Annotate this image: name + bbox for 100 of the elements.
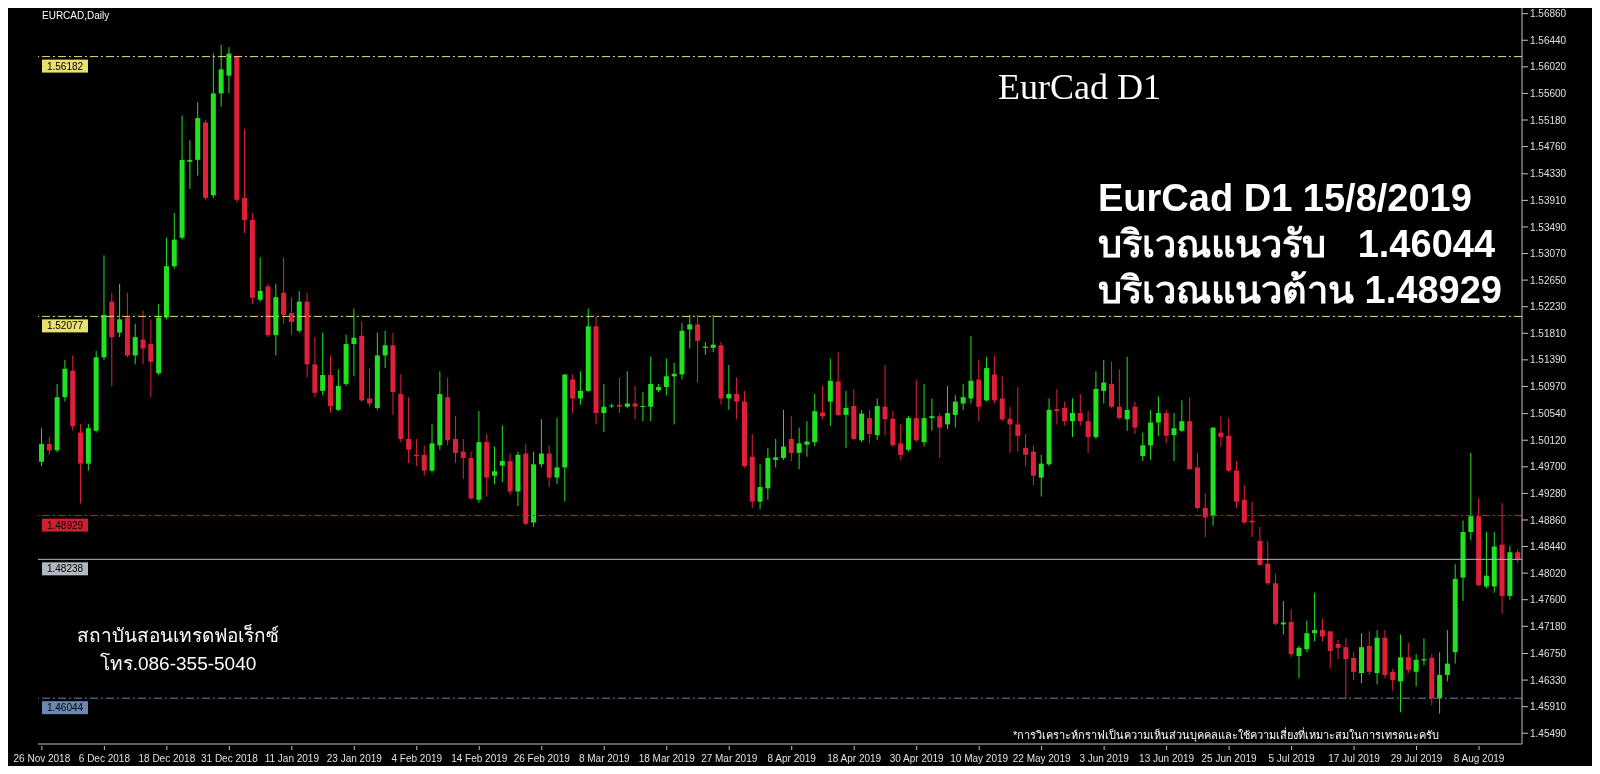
candlestick bbox=[960, 383, 966, 411]
x-tick-label: 31 Dec 2018 bbox=[201, 753, 259, 764]
x-tick-label: 4 Feb 2019 bbox=[391, 753, 443, 764]
y-tick-label: 1.54330 bbox=[1530, 168, 1567, 180]
candlestick bbox=[1132, 401, 1138, 435]
candlestick bbox=[1335, 639, 1341, 660]
candlestick bbox=[406, 396, 412, 464]
candlestick bbox=[663, 358, 669, 396]
candlestick bbox=[1312, 592, 1318, 642]
candlestick bbox=[320, 332, 326, 396]
candlestick bbox=[460, 438, 466, 480]
x-tick-label: 18 Apr 2019 bbox=[827, 753, 882, 764]
y-tick-label: 1.48020 bbox=[1530, 567, 1567, 579]
candlestick bbox=[132, 323, 138, 365]
candlestick bbox=[367, 367, 373, 408]
x-tick-label: 23 Jan 2019 bbox=[326, 753, 383, 764]
candlestick bbox=[577, 370, 583, 406]
candlestick bbox=[257, 256, 263, 303]
y-tick-label: 1.47600 bbox=[1530, 594, 1567, 606]
candlestick bbox=[773, 438, 779, 468]
candlestick bbox=[148, 318, 154, 398]
y-tick-label: 1.48860 bbox=[1530, 514, 1567, 526]
candlestick bbox=[281, 256, 287, 325]
candlestick bbox=[1296, 645, 1302, 679]
candlestick bbox=[570, 373, 576, 414]
candlestick bbox=[726, 364, 732, 411]
candlestick bbox=[937, 412, 943, 459]
annotation: โทร.086-355-5040 bbox=[98, 651, 258, 676]
x-tick-label: 22 May 2019 bbox=[1012, 753, 1071, 764]
y-tick-label: 1.53910 bbox=[1530, 194, 1567, 206]
candlestick bbox=[866, 409, 872, 444]
candlestick bbox=[695, 314, 701, 384]
x-tick-label: 26 Nov 2018 bbox=[13, 753, 71, 764]
x-tick-label: 6 Dec 2018 bbox=[78, 753, 131, 764]
candlestick bbox=[827, 358, 833, 427]
candlestick bbox=[1280, 600, 1286, 636]
y-tick-label: 1.49280 bbox=[1530, 487, 1567, 499]
candlestick bbox=[804, 420, 810, 458]
candlestick bbox=[624, 370, 630, 409]
candlestick bbox=[913, 378, 919, 443]
candlestick bbox=[616, 377, 622, 414]
candlestick bbox=[1109, 361, 1115, 409]
candlestick bbox=[1023, 433, 1029, 467]
candlestick bbox=[1444, 629, 1450, 682]
candlestick bbox=[140, 310, 146, 365]
x-tick-label: 5 Jul 2019 bbox=[1268, 753, 1316, 764]
ref-line-label: 1.48238 bbox=[46, 563, 84, 575]
candlestick bbox=[945, 385, 951, 430]
candlestick bbox=[117, 283, 123, 338]
candlestick bbox=[999, 375, 1005, 422]
candlestick bbox=[1218, 415, 1224, 448]
x-tick-label: 27 Mar 2019 bbox=[701, 753, 758, 764]
y-tick-label: 1.46330 bbox=[1530, 674, 1567, 686]
candlestick bbox=[820, 385, 826, 420]
ref-line-label: 1.48929 bbox=[46, 519, 84, 531]
y-tick-label: 1.50540 bbox=[1530, 408, 1567, 420]
candlestick bbox=[781, 409, 786, 461]
candlestick bbox=[710, 314, 716, 353]
candlestick bbox=[601, 383, 607, 433]
y-tick-label: 1.56860 bbox=[1530, 8, 1567, 20]
annotation: บริเวณแนวรับ 1.46044 bbox=[1098, 222, 1496, 266]
candlestick bbox=[1390, 668, 1396, 692]
y-tick-label: 1.48440 bbox=[1530, 541, 1567, 553]
y-tick-label: 1.53070 bbox=[1530, 248, 1567, 260]
ref-line-label: 1.46044 bbox=[46, 702, 84, 714]
candlestick bbox=[734, 377, 740, 420]
candlestick bbox=[968, 335, 974, 405]
candlestick bbox=[39, 427, 44, 467]
candlestick bbox=[421, 444, 427, 477]
y-tick-label: 1.46750 bbox=[1530, 648, 1567, 660]
candlestick bbox=[882, 364, 888, 436]
annotation: *การวิเคราะห์กราฟเป็นความเห็นส่วนบุคคลและใช้ความเสี่ยงที่เหมาะสมในการเทรดนะครับ bbox=[1013, 726, 1440, 744]
candlestick bbox=[640, 391, 646, 422]
candlestick bbox=[1241, 484, 1247, 525]
candlestick bbox=[898, 423, 904, 461]
x-tick-label: 18 Dec 2018 bbox=[138, 753, 196, 764]
y-tick-label: 1.51390 bbox=[1530, 354, 1567, 366]
candlestick bbox=[288, 296, 294, 336]
candlestick bbox=[538, 418, 544, 468]
y-tick-label: 1.55180 bbox=[1530, 114, 1567, 126]
candlestick bbox=[1116, 368, 1122, 420]
y-tick-label: 1.55600 bbox=[1530, 87, 1567, 99]
x-tick-label: 26 Feb 2019 bbox=[513, 753, 571, 764]
candlestick bbox=[242, 128, 248, 234]
annotation: สถาบันสอนเทรดฟอเร็กซ์ bbox=[76, 623, 280, 648]
candlestick bbox=[788, 415, 794, 462]
candlestick bbox=[1155, 396, 1161, 437]
x-tick-label: 10 May 2019 bbox=[950, 753, 1009, 764]
candlestick bbox=[1101, 359, 1107, 405]
candlestick bbox=[757, 463, 763, 510]
candlestick bbox=[1413, 653, 1419, 687]
y-tick-label: 1.45910 bbox=[1530, 701, 1567, 713]
candlestick bbox=[843, 390, 849, 449]
candlestick bbox=[351, 308, 357, 377]
candlestick bbox=[1015, 386, 1021, 453]
candlestick bbox=[1437, 651, 1443, 715]
y-tick-label: 1.52650 bbox=[1530, 274, 1567, 286]
y-tick-label: 1.56440 bbox=[1530, 34, 1567, 46]
candlestick bbox=[1343, 637, 1349, 700]
y-tick-label: 1.50970 bbox=[1530, 380, 1567, 392]
